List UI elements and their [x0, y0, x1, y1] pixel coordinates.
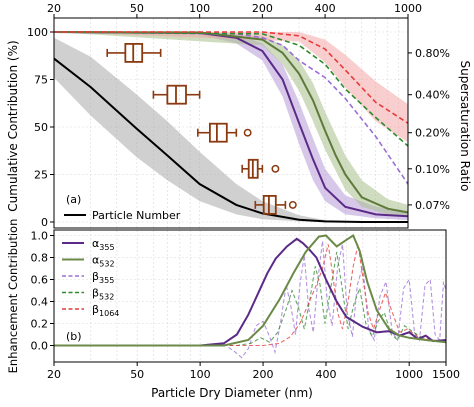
xtick-label-b: 20 — [47, 368, 61, 381]
y2tick-label-a: 0.80% — [415, 47, 450, 60]
legend-label-b: β532 — [92, 287, 114, 302]
legend-label-b: α532 — [92, 254, 115, 269]
top-xtick-label-a: 1000 — [394, 2, 422, 15]
plot-area-b — [54, 234, 446, 359]
legend-label-b: β355 — [92, 270, 114, 285]
line-a — [54, 31, 408, 147]
line-a — [54, 57, 408, 223]
legend-a: Particle Number — [64, 209, 181, 222]
line-a — [54, 31, 408, 124]
panel-b-xlabel: Particle Dry Diameter (nm) — [151, 386, 313, 400]
panel-b-ylabel: Enhancement Contribution — [6, 219, 20, 374]
ytick-label-b: 1.0 — [31, 230, 49, 243]
boxplot — [254, 194, 297, 215]
legend-label-base: α — [92, 237, 99, 250]
band-a — [54, 32, 408, 217]
top-xtick-label-a: 200 — [252, 2, 273, 15]
legend-label-subscript: 1064 — [99, 309, 119, 318]
ytick-label-a: 100 — [27, 26, 48, 39]
legend-label-base: β — [92, 287, 99, 300]
panel-b: 0.0 0.2 0.4 0.6 0.8 1.0 20 50 100 200 400 1000 1500 α… — [31, 229, 460, 381]
axis-labels: Cumulative Contribution (%) Supersaturat… — [6, 40, 472, 400]
ytick-label-b: 0.8 — [31, 252, 49, 265]
line-b — [54, 244, 446, 347]
legend-label-subscript: 532 — [99, 293, 114, 302]
plot-area-a — [54, 31, 408, 223]
y2tick-label-a: 0.20% — [415, 127, 450, 140]
legend-label-base: β — [92, 270, 99, 283]
panel-a-ylabel: Cumulative Contribution (%) — [6, 40, 20, 211]
line-b — [54, 240, 446, 359]
ytick-label-b: 0.2 — [31, 318, 49, 331]
legend-label-subscript: 355 — [99, 243, 114, 252]
top-xtick-label-a: 400 — [315, 2, 336, 15]
xtick-label-b: 400 — [315, 368, 336, 381]
line-b — [54, 251, 446, 347]
ytick-label-a: 75 — [34, 74, 48, 87]
legend-label-b: α355 — [92, 237, 115, 252]
band-a — [54, 37, 408, 223]
ytick-label-a: 50 — [34, 121, 48, 134]
boxplot-outlier — [271, 164, 280, 173]
ytick-label-b: 0.0 — [31, 340, 49, 353]
boxplot — [106, 43, 162, 63]
y2tick-label-a: 0.10% — [415, 163, 450, 176]
xtick-label-b: 50 — [130, 368, 144, 381]
panel-b-label: (b) — [66, 330, 82, 343]
xtick-label-b: 1000 — [395, 368, 423, 381]
line-a — [54, 31, 408, 185]
legend-label-base: α — [92, 254, 99, 267]
xtick-label-b: 200 — [253, 368, 274, 381]
line-b — [54, 237, 446, 347]
frame-a — [53, 17, 409, 229]
panel-a-label: (a) — [66, 193, 81, 206]
boxplot-outlier — [288, 200, 297, 209]
boxplot — [197, 122, 252, 143]
y2tick-label-a: 0.07% — [415, 199, 450, 212]
panel-a: 0 25 50 75 100 0.80% 0.40% 0.20% 0.10% 0.07% 20 50 1… — [27, 2, 450, 229]
top-xtick-label-a: 100 — [189, 2, 210, 15]
ytick-label-a: 25 — [34, 169, 48, 182]
ytick-label-b: 0.6 — [31, 274, 49, 287]
ytick-label-b: 0.4 — [31, 296, 49, 309]
legend-label-a: Particle Number — [92, 209, 181, 222]
boxplot-box — [208, 122, 228, 143]
boxplot — [241, 158, 280, 179]
xtick-label-b: 100 — [190, 368, 211, 381]
legend-label-b: β1064 — [92, 303, 119, 318]
line-a — [54, 31, 408, 214]
legend-label-base: β — [92, 303, 99, 316]
legend-label-subscript: 532 — [99, 260, 114, 269]
top-xtick-label-a: 50 — [130, 2, 144, 15]
xtick-label-b: 1500 — [432, 368, 460, 381]
frame-b — [53, 229, 447, 363]
line-b — [54, 234, 446, 347]
ytick-label-a: 0 — [41, 216, 48, 229]
panel-a-y2label: Supersaturation Ratio — [458, 61, 472, 192]
boxplot — [152, 84, 201, 105]
boxplot-outlier — [243, 128, 252, 137]
y2tick-label-a: 0.40% — [415, 89, 450, 102]
legend-label-subscript: 355 — [99, 276, 114, 285]
top-xtick-label-a: 20 — [47, 2, 61, 15]
